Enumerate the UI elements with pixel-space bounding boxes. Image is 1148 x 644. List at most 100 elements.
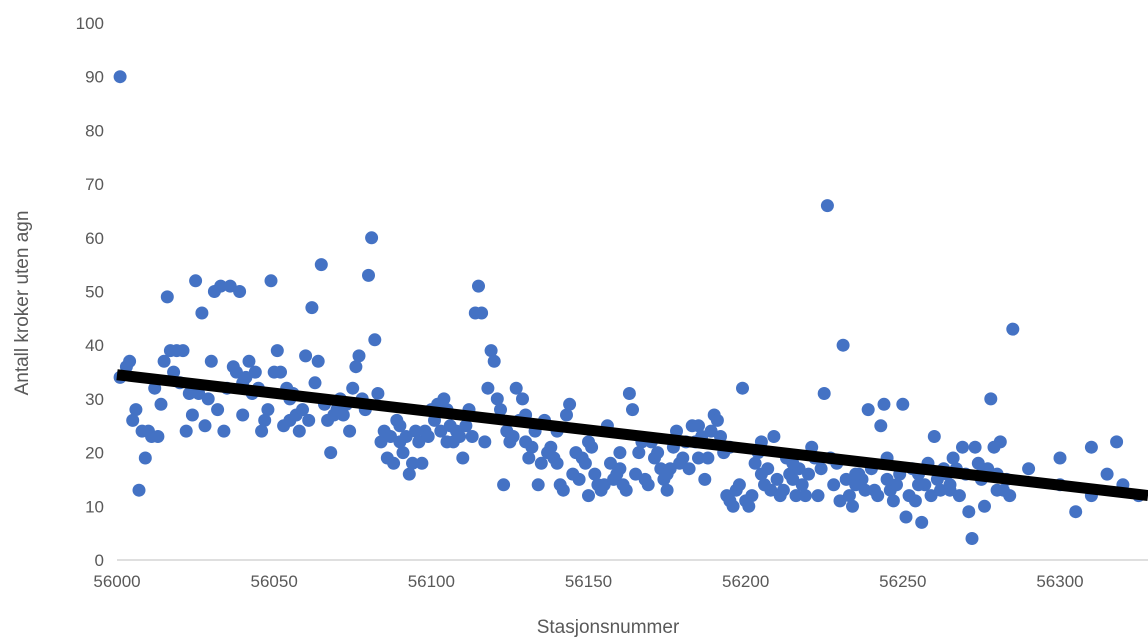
data-point <box>890 478 903 492</box>
y-tick-label: 30 <box>85 390 104 409</box>
data-point <box>710 413 724 427</box>
data-point <box>682 462 696 476</box>
data-point <box>880 472 894 486</box>
data-point <box>402 467 416 481</box>
data-point <box>1100 467 1114 481</box>
data-point <box>371 387 385 400</box>
data-point <box>437 392 451 406</box>
data-point <box>971 456 985 470</box>
data-point <box>726 499 740 513</box>
data-point <box>522 451 536 465</box>
data-point <box>138 451 152 465</box>
data-point <box>952 489 966 503</box>
data-point <box>912 478 925 492</box>
data-point <box>701 451 715 465</box>
y-tick-label: 60 <box>85 229 104 248</box>
data-point <box>613 446 627 460</box>
data-point <box>475 306 489 320</box>
data-point <box>192 387 206 400</box>
data-point <box>732 478 746 492</box>
data-point <box>817 387 831 400</box>
data-point <box>343 424 357 438</box>
data-point <box>399 430 413 443</box>
data-point <box>811 489 825 503</box>
data-point <box>270 344 284 358</box>
y-tick-label: 80 <box>85 121 104 140</box>
data-point <box>531 478 545 492</box>
data-point <box>223 279 237 293</box>
data-point <box>129 403 143 417</box>
data-point <box>481 381 495 395</box>
data-point <box>660 467 674 481</box>
data-point <box>406 456 419 470</box>
data-point <box>264 274 278 288</box>
data-point <box>544 440 558 454</box>
data-point <box>478 435 492 449</box>
data-point <box>956 440 969 454</box>
y-tick-label: 100 <box>76 14 104 33</box>
data-point <box>764 483 778 497</box>
x-tick-label: 56150 <box>565 572 612 591</box>
data-point <box>789 489 803 503</box>
x-tick-label: 56300 <box>1036 572 1083 591</box>
y-tick-label: 90 <box>85 68 104 87</box>
tick-labels: 0 10 20 30 40 50 60 70 80 90 100 56000 56050 56100 561… <box>76 14 1084 591</box>
y-tick-label: 70 <box>85 175 104 194</box>
data-point <box>299 349 313 363</box>
data-point <box>776 483 790 497</box>
data-point <box>233 285 247 298</box>
data-point <box>858 483 872 497</box>
data-point <box>487 354 501 368</box>
data-point <box>670 424 683 438</box>
data-point <box>802 467 815 481</box>
data-point <box>927 430 941 443</box>
data-point <box>588 467 602 481</box>
data-point <box>453 430 467 443</box>
data-point <box>962 505 976 519</box>
data-point <box>770 472 784 486</box>
trendline <box>116 369 1148 502</box>
data-point <box>795 478 809 492</box>
y-tick-label: 0 <box>95 551 104 570</box>
data-point <box>1003 489 1017 503</box>
data-point <box>990 483 1004 497</box>
data-point <box>302 413 316 427</box>
data-point <box>490 392 504 406</box>
data-point <box>745 489 759 503</box>
data-point <box>459 419 473 433</box>
data-point <box>651 446 665 460</box>
data-point <box>261 403 275 417</box>
data-point <box>626 403 639 417</box>
data-point <box>692 451 705 465</box>
data-point <box>604 456 617 470</box>
y-tick-label: 20 <box>85 444 104 463</box>
data-point <box>324 446 338 460</box>
data-point <box>896 397 910 411</box>
data-point <box>761 462 775 476</box>
data-point <box>123 354 137 368</box>
data-point <box>619 483 633 497</box>
data-point <box>352 349 366 363</box>
data-point <box>258 413 272 427</box>
data-point <box>556 483 570 497</box>
data-point <box>748 456 762 470</box>
data-point <box>641 478 655 492</box>
data-point <box>874 419 888 433</box>
y-tick-label: 50 <box>85 283 104 302</box>
data-point <box>236 408 250 422</box>
data-point <box>296 403 309 417</box>
y-axis-title: Antall kroker uten agn <box>12 211 33 396</box>
data-point <box>311 354 325 368</box>
data-point <box>984 392 998 406</box>
data-point <box>113 70 127 84</box>
data-point <box>968 440 982 454</box>
data-point <box>871 489 885 503</box>
data-point <box>255 424 269 438</box>
x-tick-label: 56100 <box>408 572 455 591</box>
data-point <box>195 306 209 320</box>
data-point <box>396 446 410 460</box>
data-point <box>509 381 523 395</box>
data-point <box>632 446 646 460</box>
data-point <box>211 403 225 417</box>
data-point <box>993 435 1007 449</box>
